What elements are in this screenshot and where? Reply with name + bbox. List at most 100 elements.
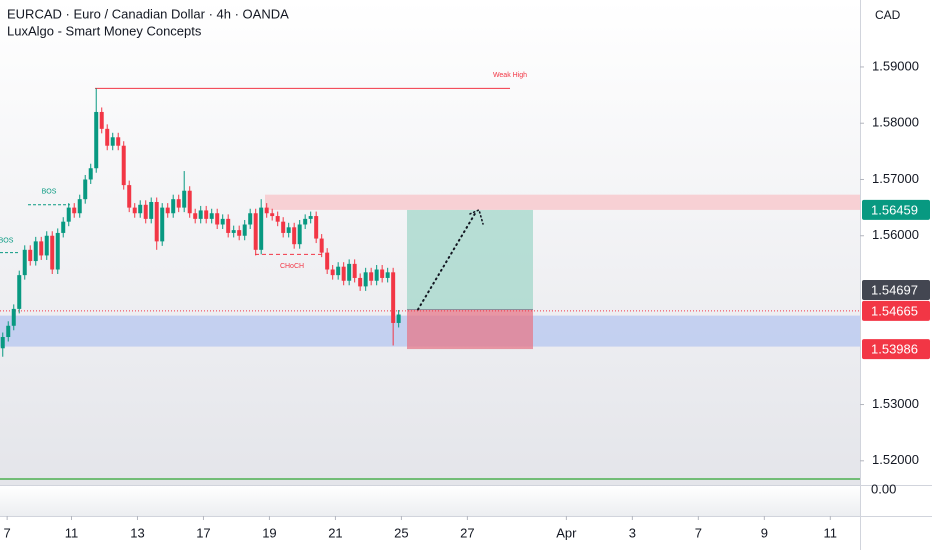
- candle-body: [50, 235, 55, 270]
- candle-body: [259, 207, 264, 250]
- candle-body: [270, 213, 275, 217]
- x-tick-label: 11: [65, 525, 79, 540]
- x-tick-label: 11: [824, 525, 838, 540]
- candle-body: [292, 227, 297, 245]
- y-tick-label: 1.59000: [872, 58, 919, 73]
- candle-body: [94, 111, 99, 169]
- candle-body: [17, 275, 22, 309]
- candle-body: [105, 128, 110, 146]
- candle-body: [154, 201, 159, 242]
- arrow-head: [469, 208, 484, 225]
- candle-body: [121, 145, 126, 186]
- level-label: BOS: [0, 237, 14, 244]
- candle-body: [248, 213, 253, 225]
- candle-body: [138, 204, 143, 214]
- price-tag: [862, 300, 930, 321]
- price-tag-label: 1.54665: [871, 303, 918, 318]
- candle-body: [6, 325, 11, 338]
- x-tick-label: 25: [394, 525, 408, 540]
- candle-body: [264, 207, 269, 214]
- candle-body: [193, 213, 198, 219]
- x-tick-label: 3: [629, 525, 636, 540]
- candle-body: [88, 168, 93, 180]
- candle-body: [116, 137, 121, 146]
- candle-body: [220, 218, 225, 225]
- candle-body: [380, 269, 385, 278]
- candle-body: [204, 210, 209, 219]
- position-loss: [407, 309, 533, 350]
- price-tag: [862, 199, 930, 220]
- candle-body: [226, 218, 231, 233]
- candle-body: [275, 216, 280, 222]
- indicator-value: 0.00: [871, 481, 896, 496]
- candle-body: [347, 263, 352, 281]
- y-tick-label: 1.58000: [872, 115, 919, 130]
- candle-body: [165, 207, 170, 214]
- x-tick-label: Apr: [556, 525, 577, 540]
- candle-body: [0, 337, 5, 349]
- candle-body: [308, 216, 313, 219]
- candle-body: [61, 221, 66, 233]
- candle-body: [66, 207, 71, 222]
- candle-body: [253, 213, 258, 250]
- candle-body: [209, 213, 214, 219]
- candle-body: [160, 207, 165, 242]
- y-tick-label: 1.56000: [872, 227, 919, 242]
- chart-title: EURCAD · Euro / Canadian Dollar · 4h · O…: [7, 6, 289, 21]
- zone: [265, 194, 860, 210]
- candle-body: [231, 230, 236, 233]
- candle-body: [39, 241, 44, 256]
- candle-body: [149, 201, 154, 219]
- y-tick-label: 1.57000: [872, 171, 919, 186]
- candle-body: [314, 216, 319, 239]
- candle-body: [143, 204, 148, 219]
- candle-body: [44, 235, 49, 256]
- x-tick-label: 7: [695, 525, 702, 540]
- candle-body: [171, 199, 176, 214]
- x-tick-label: 27: [460, 525, 474, 540]
- x-tick-label: 13: [130, 525, 144, 540]
- candle-body: [358, 277, 363, 287]
- price-tag-label: 1.53986: [871, 342, 918, 357]
- candle-body: [198, 210, 203, 219]
- candle-body: [303, 218, 308, 225]
- y-tick-label: 1.52000: [872, 452, 919, 467]
- candle-body: [83, 179, 88, 200]
- level-label: CHoCH: [280, 263, 304, 270]
- candle-body: [28, 249, 33, 262]
- candle-body: [374, 269, 379, 281]
- candle-body: [352, 263, 357, 278]
- currency-label: CAD: [875, 8, 901, 22]
- candle-body: [396, 314, 401, 323]
- level-label: Weak High: [493, 72, 527, 79]
- candle-body: [99, 111, 104, 129]
- candle-body: [11, 308, 16, 326]
- candle-body: [391, 272, 396, 323]
- x-tick-label: 17: [196, 525, 210, 540]
- price-tag: [862, 280, 930, 301]
- candle-body: [281, 221, 286, 233]
- candle-body: [385, 272, 390, 278]
- candle-body: [72, 207, 77, 214]
- y-tick-label: 1.53000: [872, 396, 919, 411]
- indicator-pane: [0, 486, 860, 516]
- candle-body: [110, 137, 115, 146]
- candle-body: [182, 190, 187, 208]
- candle-body: [237, 230, 242, 236]
- x-tick-label: 7: [4, 525, 11, 540]
- candle-body: [297, 224, 302, 245]
- candle-body: [330, 269, 335, 276]
- candle-body: [319, 238, 324, 253]
- price-tag: [862, 339, 930, 360]
- candle-body: [132, 207, 137, 214]
- x-tick-label: 19: [262, 525, 276, 540]
- candle-body: [325, 252, 330, 270]
- candle-body: [363, 272, 368, 287]
- candle-body: [22, 249, 27, 276]
- candle-body: [215, 213, 220, 225]
- projection-arrow: [417, 210, 477, 311]
- x-tick-label: 9: [761, 525, 768, 540]
- candle-body: [127, 185, 132, 208]
